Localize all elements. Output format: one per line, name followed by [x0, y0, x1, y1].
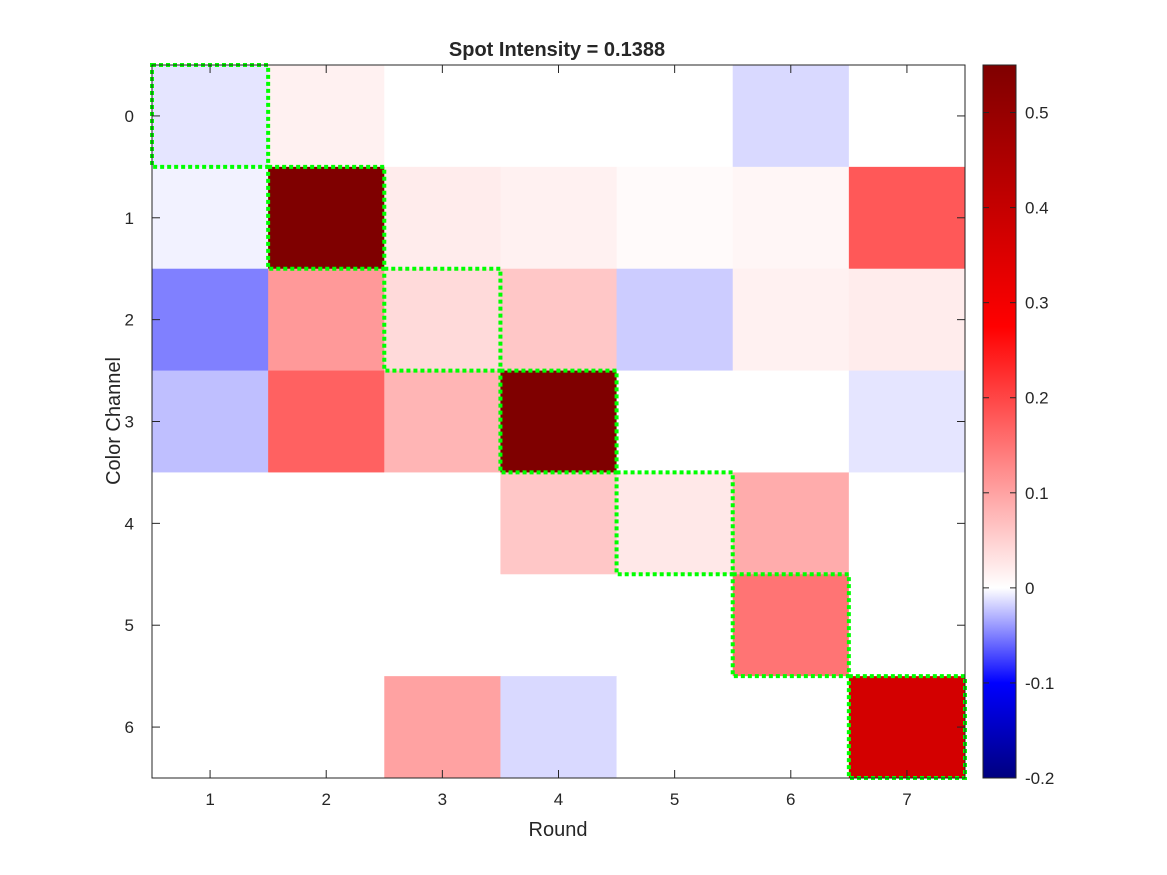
heatmap-cell — [384, 370, 501, 473]
heatmap-cell — [268, 65, 385, 168]
heatmap-cell — [616, 370, 734, 473]
heatmap-cell — [732, 472, 850, 575]
heatmap-cell — [384, 268, 501, 372]
heatmap-cell — [500, 472, 618, 575]
heatmap-cell — [848, 370, 966, 473]
heatmap-cell — [732, 166, 850, 270]
colorbar-ticks: -0.2 -0.1 0 0.1 0.2 0.3 0.4 0.5 — [983, 104, 1054, 788]
heatmap-cell — [848, 574, 966, 677]
x-tick-label: 2 — [321, 790, 330, 809]
heatmap-cell — [848, 472, 966, 575]
x-tick-label: 5 — [670, 790, 679, 809]
highlight-box — [730, 572, 851, 679]
y-axis-label: Color Channel — [103, 357, 125, 485]
heatmap-cell — [384, 65, 501, 168]
heatmap-cell — [732, 65, 850, 168]
y-tick-label: 5 — [125, 616, 134, 635]
heatmap-cell — [732, 268, 850, 372]
heatmap-cell — [848, 676, 966, 779]
heatmap-cell — [500, 268, 618, 372]
colorbar-tick-label: 0.2 — [1025, 389, 1049, 408]
heatmap-cell — [616, 268, 734, 372]
heatmap-cell — [268, 574, 385, 677]
heatmap-cell — [268, 166, 385, 270]
highlight-box — [266, 164, 387, 271]
colorbar-tick-label: -0.1 — [1025, 674, 1054, 693]
heatmap-cell — [152, 268, 269, 372]
heatmap-cell — [616, 472, 734, 575]
heatmap-cell — [616, 65, 734, 168]
heatmap-cell — [500, 65, 618, 168]
heatmap-cell — [384, 166, 501, 270]
heatmap-cell — [152, 472, 269, 575]
x-tick-label: 7 — [902, 790, 911, 809]
heatmap-cell — [152, 574, 269, 677]
heatmap-cell — [500, 370, 618, 473]
colorbar-tick-label: 0.3 — [1025, 294, 1049, 313]
heatmap-cell — [152, 370, 269, 473]
heatmap-cell — [152, 676, 269, 779]
y-tick-label: 6 — [125, 718, 134, 737]
heatmap-cell — [268, 676, 385, 779]
colorbar-tick-label: 0.5 — [1025, 104, 1049, 123]
heatmap-cell — [268, 370, 385, 473]
highlight-box — [498, 368, 619, 475]
colorbar-tick-label: 0 — [1025, 579, 1034, 598]
heatmap-cell — [848, 166, 966, 270]
heatmap-cell — [268, 472, 385, 575]
heatmap-cell — [500, 676, 618, 779]
heatmap-cell — [732, 676, 850, 779]
x-tick-label: 4 — [554, 790, 563, 809]
y-tick-label: 4 — [125, 514, 134, 533]
heatmap-cell — [732, 370, 850, 473]
y-tick-label: 3 — [125, 413, 134, 432]
highlight-box — [382, 266, 503, 373]
highlight-box — [614, 470, 735, 577]
heatmap-cell — [384, 472, 501, 575]
heatmap-cell — [500, 166, 618, 270]
x-axis-label: Round — [529, 819, 588, 841]
x-axis: 1 2 3 4 5 6 7 — [205, 65, 912, 809]
heatmap-cells — [152, 65, 966, 779]
y-tick-label: 2 — [125, 311, 134, 330]
x-tick-label: 1 — [205, 790, 214, 809]
heatmap-cell — [616, 574, 734, 677]
y-axis: 0 1 2 3 4 5 6 — [125, 107, 965, 737]
heatmap-cell — [152, 166, 269, 270]
heatmap-cell — [848, 65, 966, 168]
chart-title: Spot Intensity = 0.1388 — [449, 39, 665, 61]
heatmap-cell — [732, 574, 850, 677]
heatmap-cell — [268, 268, 385, 372]
x-tick-label: 6 — [786, 790, 795, 809]
heatmap-cell — [384, 676, 501, 779]
heatmap-cell — [152, 65, 269, 168]
y-tick-label: 1 — [125, 209, 134, 228]
colorbar — [982, 64, 1017, 779]
colorbar-tick-label: 0.4 — [1025, 199, 1049, 218]
heatmap-cell — [616, 166, 734, 270]
heatmap-cell — [384, 574, 501, 677]
x-tick-label: 3 — [438, 790, 447, 809]
heatmap-cell — [500, 574, 618, 677]
colorbar-tick-label: -0.2 — [1025, 769, 1054, 788]
colorbar-tick-label: 0.1 — [1025, 484, 1049, 503]
heatmap-cell — [616, 676, 734, 779]
heatmap-cell — [848, 268, 966, 372]
y-tick-label: 0 — [125, 107, 134, 126]
